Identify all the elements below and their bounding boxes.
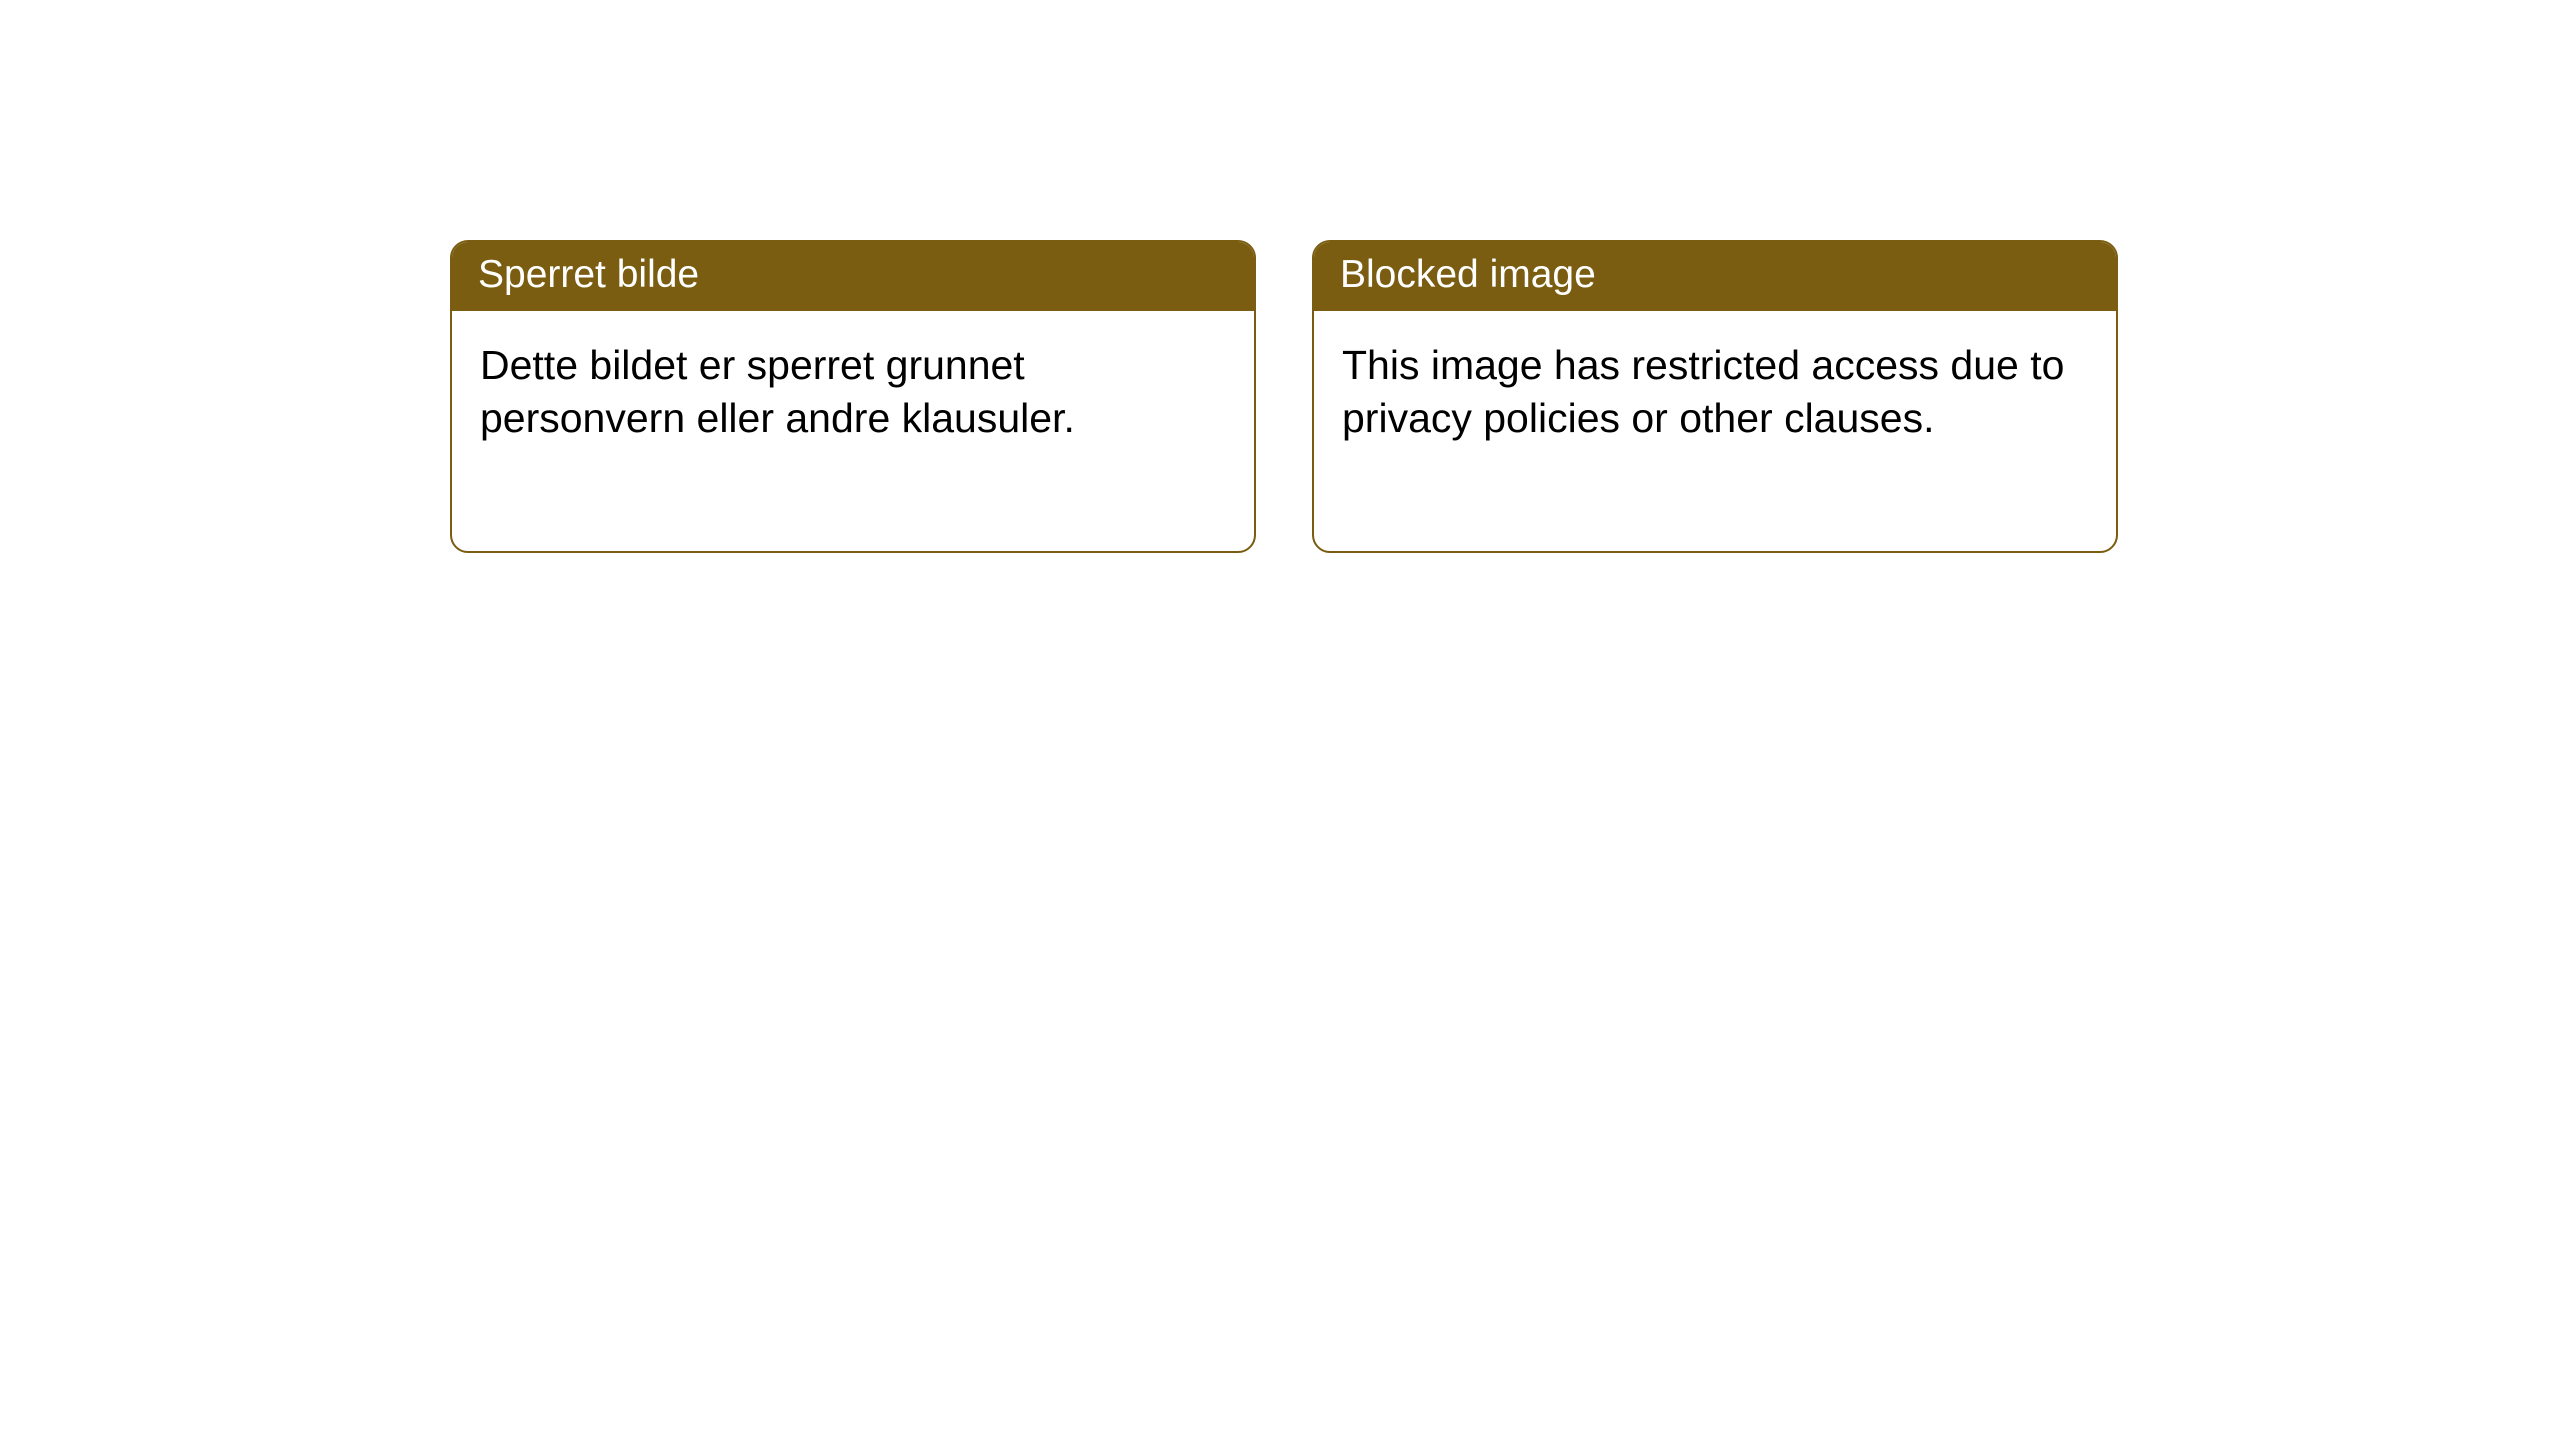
notice-header-english: Blocked image <box>1314 242 2116 311</box>
notice-container: Sperret bilde Dette bildet er sperret gr… <box>450 240 2118 553</box>
notice-body-norwegian: Dette bildet er sperret grunnet personve… <box>452 311 1254 551</box>
notice-header-norwegian: Sperret bilde <box>452 242 1254 311</box>
notice-card-norwegian: Sperret bilde Dette bildet er sperret gr… <box>450 240 1256 553</box>
notice-body-english: This image has restricted access due to … <box>1314 311 2116 551</box>
notice-card-english: Blocked image This image has restricted … <box>1312 240 2118 553</box>
